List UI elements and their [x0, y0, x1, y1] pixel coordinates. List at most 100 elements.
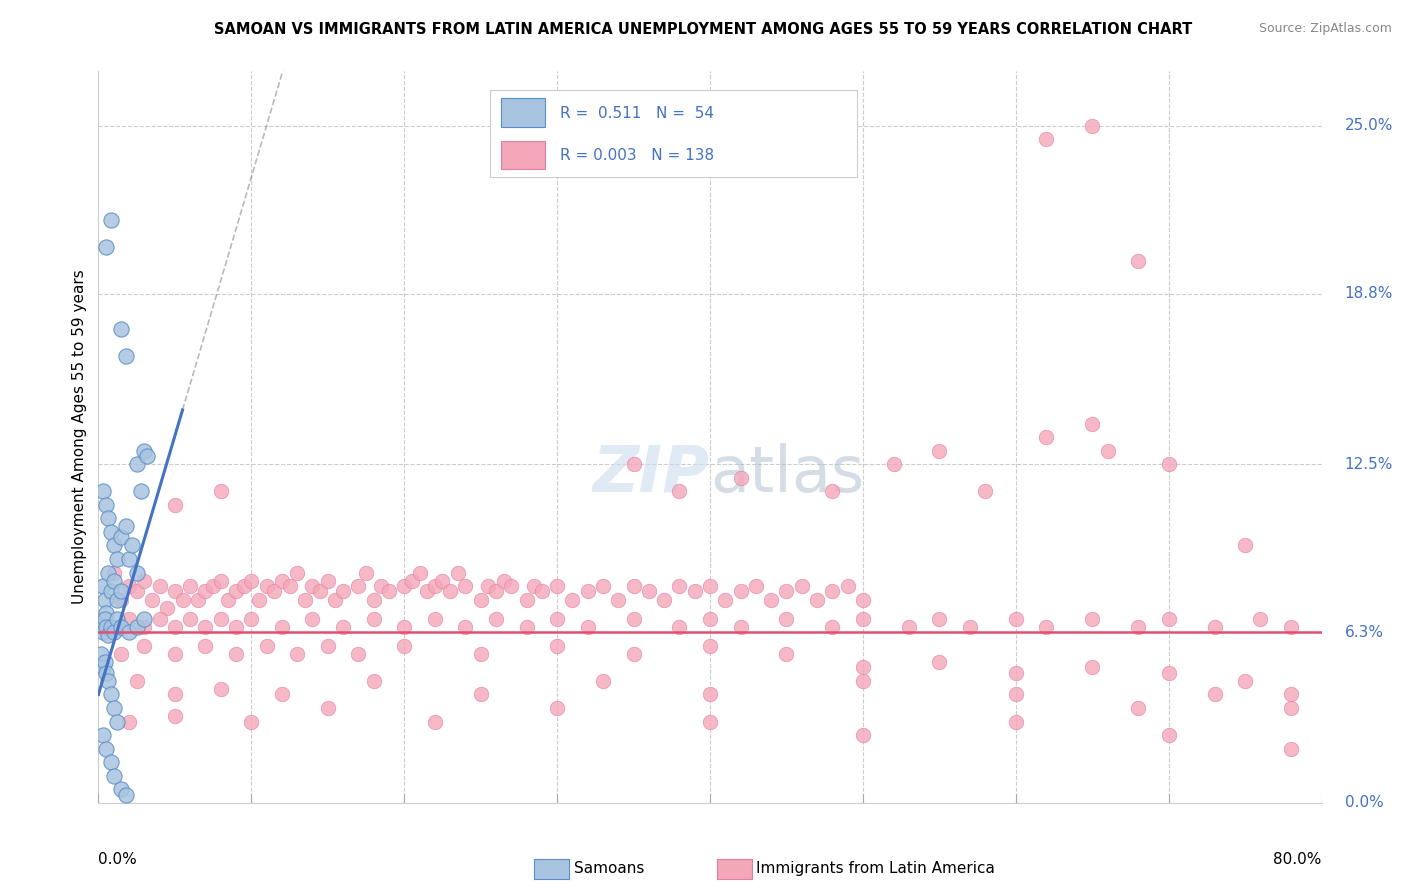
Text: 18.8%: 18.8% [1344, 286, 1393, 301]
Point [125, 457, 148, 471]
Point [485, 584, 508, 599]
Point [392, 620, 416, 634]
Point [392, 579, 416, 593]
Point [576, 620, 599, 634]
Point [408, 566, 430, 580]
Text: 0.0%: 0.0% [1344, 796, 1384, 810]
Point [730, 471, 752, 485]
Point [668, 620, 690, 634]
Point [1081, 417, 1104, 431]
Text: 6.3%: 6.3% [1344, 624, 1384, 640]
Point [423, 611, 446, 625]
Point [110, 592, 132, 607]
Point [115, 349, 138, 363]
Point [105, 714, 128, 729]
Point [1234, 673, 1257, 688]
Point [110, 647, 132, 661]
Point [454, 579, 477, 593]
Point [1157, 728, 1180, 742]
Y-axis label: Unemployment Among Ages 55 to 59 years: Unemployment Among Ages 55 to 59 years [72, 269, 87, 605]
Point [607, 592, 630, 607]
Point [91, 728, 114, 742]
Point [730, 620, 752, 634]
Point [432, 574, 454, 588]
Point [103, 625, 125, 640]
Point [1128, 701, 1150, 715]
Point [1279, 688, 1302, 702]
Point [1279, 741, 1302, 756]
Point [103, 701, 125, 715]
Point [470, 647, 492, 661]
Point [94, 606, 117, 620]
Point [163, 647, 186, 661]
Point [125, 620, 148, 634]
Point [194, 639, 217, 653]
Point [125, 673, 148, 688]
Point [110, 322, 132, 336]
Point [806, 592, 828, 607]
Point [401, 574, 423, 588]
Point [129, 484, 152, 499]
Point [928, 611, 950, 625]
Point [959, 620, 981, 634]
Point [301, 611, 323, 625]
Point [285, 566, 308, 580]
Point [94, 741, 117, 756]
Point [1204, 620, 1226, 634]
Point [209, 611, 232, 625]
Point [423, 579, 446, 593]
Point [1157, 457, 1180, 471]
Point [790, 579, 813, 593]
Point [103, 538, 125, 552]
Text: Immigrants from Latin America: Immigrants from Latin America [756, 862, 995, 876]
Point [100, 688, 122, 702]
Point [94, 620, 117, 634]
Point [97, 673, 120, 688]
Point [370, 579, 392, 593]
Point [623, 647, 645, 661]
Text: 80.0%: 80.0% [1274, 852, 1322, 866]
Point [623, 611, 645, 625]
Point [1035, 430, 1057, 444]
Point [745, 579, 768, 593]
Point [110, 782, 132, 797]
Point [714, 592, 737, 607]
Point [623, 457, 645, 471]
Point [623, 579, 645, 593]
Point [592, 579, 614, 593]
Point [105, 592, 128, 607]
Point [1081, 119, 1104, 133]
Point [110, 584, 132, 599]
Point [1035, 620, 1057, 634]
Point [194, 620, 217, 634]
Point [240, 574, 263, 588]
Point [294, 592, 316, 607]
Point [1234, 538, 1257, 552]
Point [256, 579, 278, 593]
Point [699, 639, 721, 653]
Point [1035, 132, 1057, 146]
Point [852, 660, 875, 674]
Point [125, 566, 148, 580]
Point [546, 701, 568, 715]
Point [91, 660, 114, 674]
Point [163, 688, 186, 702]
Point [278, 579, 301, 593]
Point [1004, 665, 1026, 680]
Point [316, 639, 339, 653]
Point [316, 574, 339, 588]
Point [668, 484, 690, 499]
Text: SAMOAN VS IMMIGRANTS FROM LATIN AMERICA UNEMPLOYMENT AMONG AGES 55 TO 59 YEARS C: SAMOAN VS IMMIGRANTS FROM LATIN AMERICA … [214, 22, 1192, 37]
Point [1204, 688, 1226, 702]
Point [270, 688, 294, 702]
Point [309, 584, 332, 599]
Point [928, 655, 950, 669]
Point [118, 579, 141, 593]
Point [118, 625, 141, 640]
Point [516, 592, 538, 607]
Point [1157, 611, 1180, 625]
Point [194, 584, 217, 599]
Point [263, 584, 285, 599]
Point [91, 484, 114, 499]
Point [105, 611, 128, 625]
